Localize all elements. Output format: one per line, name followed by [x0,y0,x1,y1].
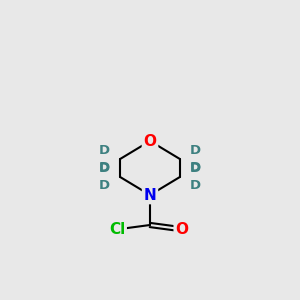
Text: O: O [175,222,188,237]
Text: D: D [99,162,110,175]
Text: D: D [190,161,201,174]
Text: D: D [190,162,201,175]
Text: Cl: Cl [109,222,125,237]
Text: D: D [190,144,201,157]
Text: D: D [99,179,110,192]
Text: N: N [144,188,156,202]
Text: D: D [99,144,110,157]
Text: D: D [190,179,201,192]
Text: D: D [99,161,110,174]
Text: O: O [143,134,157,148]
